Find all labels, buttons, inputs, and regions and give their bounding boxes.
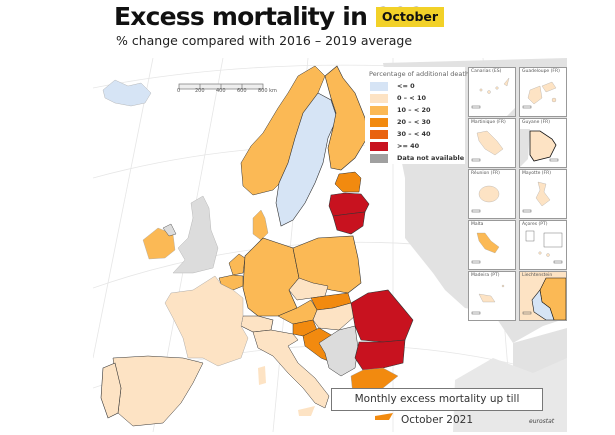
scale-tick: 0 — [177, 88, 181, 94]
region-bulgaria — [354, 339, 406, 371]
legend-item: >= 40 — [370, 141, 419, 151]
legend-item: 30 – < 40 — [370, 129, 431, 139]
inset-mayotte: Mayotte (FR) — [519, 169, 567, 219]
inset-guadeloupe: Guadeloupe (FR) — [519, 67, 567, 117]
inset-label: Guyane (FR) — [522, 120, 551, 125]
region-netherlands — [228, 253, 246, 276]
region-switzerland — [240, 315, 274, 333]
region-norway — [240, 65, 326, 196]
inset-label: Malta — [471, 222, 484, 227]
page-subtitle: % change compared with 2016 – 2019 avera… — [116, 33, 413, 48]
scale-tick: 400 — [216, 88, 226, 94]
region-portugal — [100, 362, 122, 419]
legend-label: 20 – < 30 — [397, 118, 431, 126]
scale-tick: 200 — [195, 88, 205, 94]
inset-label: Açores (PT) — [522, 222, 548, 227]
region-iceland — [102, 79, 152, 107]
scale-tick: 800 km — [258, 88, 277, 94]
region-estonia — [334, 171, 362, 193]
legend-item: <= 0 — [370, 81, 415, 91]
legend-label: Data not available — [397, 154, 465, 162]
region-ireland — [142, 227, 176, 260]
region-italy — [252, 329, 330, 409]
map-legend: Percentage of additional deaths <= 0 0 –… — [365, 67, 472, 164]
region-finland — [324, 65, 368, 171]
region-spain — [112, 355, 204, 427]
legend-item: Data not available — [370, 153, 464, 163]
region-united-kingdom — [172, 195, 219, 274]
legend-item: 20 – < 30 — [370, 117, 431, 127]
legend-label: 10 – < 20 — [397, 106, 431, 114]
inset-reunion: Réunion (FR) — [468, 169, 516, 219]
region-czechia — [288, 277, 329, 301]
inset-canarias: Canarias (ES) — [468, 67, 516, 117]
region-sardinia — [258, 366, 266, 385]
inset-azores: Açores (PT) — [519, 220, 567, 270]
inset-label: Guadeloupe (FR) — [522, 69, 560, 74]
scale-tick: 600 — [237, 88, 247, 94]
legend-swatch — [370, 141, 388, 151]
map-tooltip: Monthly excess mortality up till October… — [331, 388, 543, 426]
legend-label: >= 40 — [397, 142, 420, 150]
scale-bar-graphic — [178, 83, 264, 90]
legend-label: <= 0 — [397, 82, 415, 90]
inset-liechtenstein: Liechtenstein — [519, 271, 567, 321]
inset-guyane: Guyane (FR) — [519, 118, 567, 168]
inset-madeira: Madeira (PT) — [468, 271, 516, 321]
region-romania — [350, 289, 414, 343]
region-lithuania — [332, 211, 366, 235]
inset-label: Canarias (ES) — [471, 69, 502, 74]
inset-label: Martinique (FR) — [471, 120, 506, 125]
region-denmark — [252, 209, 269, 241]
month-badge: October — [376, 7, 444, 27]
inset-maps: Canarias (ES) Guadeloupe (FR) Martinique… — [468, 67, 567, 404]
legend-swatch — [370, 93, 388, 103]
legend-swatch — [370, 105, 388, 115]
inset-malta: Malta — [468, 220, 516, 270]
legend-swatch — [370, 117, 388, 127]
legend-item: 0 – < 10 — [370, 93, 426, 103]
inset-label: Réunion (FR) — [471, 171, 500, 176]
eurostat-logo: eurostat — [529, 418, 555, 425]
legend-item: 10 – < 20 — [370, 105, 431, 115]
legend-label: 30 – < 40 — [397, 130, 431, 138]
legend-swatch — [370, 129, 388, 139]
scale-bar: 0 200 400 600 800 km — [176, 78, 277, 97]
inset-label: Madeira (PT) — [471, 273, 500, 278]
inset-label: Mayotte (FR) — [522, 171, 552, 176]
legend-swatch — [370, 153, 388, 163]
region-sicily — [298, 406, 315, 416]
legend-swatch — [370, 81, 388, 91]
region-western-balkans — [318, 325, 359, 377]
inset-martinique: Martinique (FR) — [468, 118, 516, 168]
region-hungary — [312, 302, 356, 331]
inset-label: Liechtenstein — [522, 273, 553, 278]
region-germany — [242, 237, 300, 317]
region-france — [164, 275, 249, 367]
legend-label: 0 – < 10 — [397, 94, 427, 102]
legend-title: Percentage of additional deaths — [369, 70, 473, 78]
